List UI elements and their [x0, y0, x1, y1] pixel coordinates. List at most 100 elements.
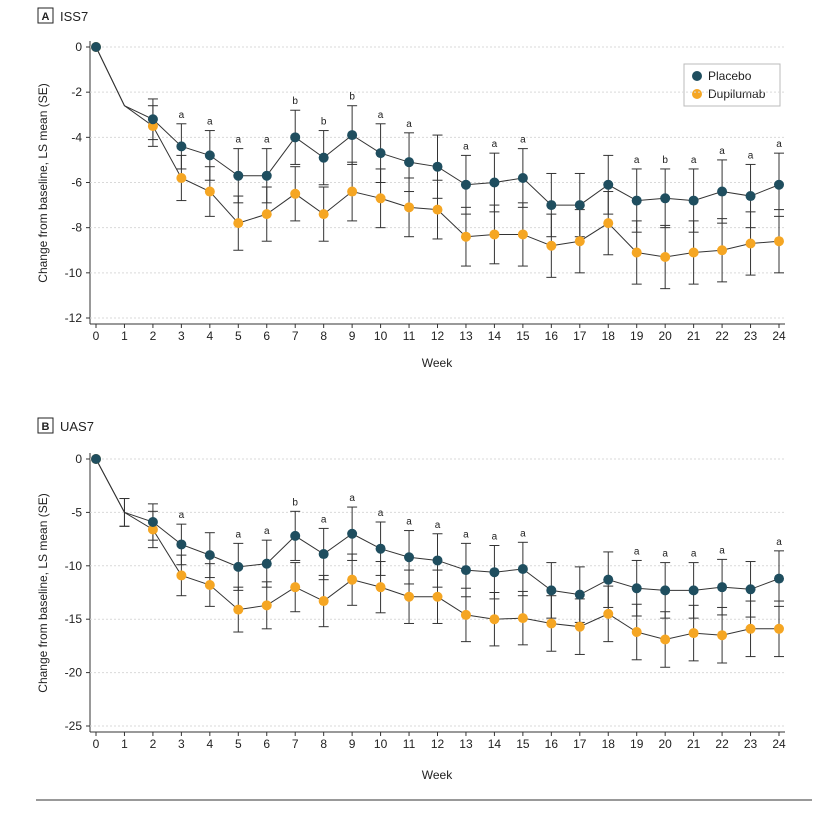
panel-a-placebo-point [774, 179, 784, 190]
panel-b-x-tick-label: 1 [121, 737, 128, 751]
panel-a-ylabel: Change from baseline, LS mean (SE) [36, 83, 50, 282]
panel-b-dupilumab-point [176, 570, 187, 581]
panel-b-x-tick-label: 17 [573, 737, 587, 751]
panel-b-x-tick-label: 12 [431, 737, 445, 751]
panel-b-x-tick-label: 14 [488, 737, 502, 751]
panel-a-y-tick-label: -6 [71, 176, 82, 190]
panel-a-significance-label: a [207, 117, 213, 128]
panel-b-dupilumab-point [717, 630, 728, 641]
panel-a-x-tick-label: 5 [235, 329, 242, 343]
panel-a-significance-label: a [776, 139, 782, 150]
panel-a-x-tick-label: 14 [488, 329, 502, 343]
panel-a-placebo-point [717, 186, 728, 197]
panel-a-dupilumab-point [717, 245, 728, 256]
panel-b-significance-label: a [179, 510, 185, 521]
panel-a-x-tick-label: 1 [121, 329, 128, 343]
panel-b-significance-label: a [435, 520, 441, 531]
panel-b-y-tick-label: -15 [65, 612, 83, 626]
panel-b-header: B UAS7 [37, 417, 94, 434]
panel-b-x-tick-label: 5 [235, 737, 242, 751]
panel-a-dupilumab-point [603, 218, 614, 229]
panel-a-dupilumab-point [347, 186, 358, 197]
panel-b-plot: 0-5-10-15-20-250 1 2 3 4 5 6 7 8 9 10 11 12 13 14 15 16 1… [65, 452, 786, 751]
panel-b-dupilumab-point [517, 613, 528, 624]
legend-box [683, 63, 781, 107]
panel-b-dupilumab-point [660, 634, 671, 645]
panel-b-x-tick-label: 23 [744, 737, 758, 751]
panel-a-x-tick-label: 22 [715, 329, 729, 343]
panel-b-placebo-point [460, 565, 471, 576]
panel-a-dupilumab-point [204, 186, 215, 197]
panel-a-significance-label: a [236, 135, 242, 146]
panel-a-letter-box [37, 7, 54, 24]
panel-b-significance-label: a [492, 532, 498, 543]
panel-b-x-tick-label: 11 [403, 737, 416, 751]
panel-b-placebo-point [204, 550, 215, 561]
panel-b-dupilumab-point [347, 574, 358, 585]
panel-a-placebo-point [688, 195, 699, 206]
panel-b-significance-label: a [264, 526, 270, 537]
panel-b-placebo-point [91, 454, 101, 464]
panel-a-significance-label: a [463, 141, 469, 152]
panel-b-placebo-point [603, 574, 614, 585]
panel-a-significance-label: b [662, 155, 668, 166]
panel-a-x-tick-label: 11 [403, 329, 416, 343]
panel-a-placebo-point [233, 170, 244, 181]
panel-b-placebo-point [631, 583, 642, 594]
panel-b-dupilumab-point [631, 627, 642, 638]
panel-b-placebo-point [574, 589, 585, 600]
panel-a-x-tick-label: 12 [431, 329, 445, 343]
panel-b-significance-label: a [349, 493, 355, 504]
panel-a-header: A ISS7 [37, 7, 88, 24]
panel-a-placebo-point [176, 141, 187, 152]
panel-a-placebo-point [261, 170, 272, 181]
panel-a-placebo-point [375, 148, 386, 159]
panel-a-y-tick-label: -2 [71, 85, 82, 99]
panel-b-x-tick-label: 20 [658, 737, 672, 751]
panel-b-placebo-point [432, 555, 443, 566]
panel-b-placebo-point [261, 558, 272, 569]
panel-a-dupilumab-point [432, 204, 443, 215]
panel-a-x-tick-label: 21 [687, 329, 701, 343]
panel-a-significance-label: b [349, 92, 355, 103]
panel-b-x-tick-label: 8 [320, 737, 327, 751]
panel-a-title: ISS7 [60, 9, 88, 24]
panel-a-legend: Placebo Dupilumab [683, 63, 781, 107]
panel-a-placebo-point [404, 157, 415, 168]
panel-b-dupilumab-point [688, 628, 699, 639]
panel-b-placebo-point [404, 552, 415, 563]
panel-b-title: UAS7 [60, 419, 94, 434]
panel-b-x-tick-label: 22 [715, 737, 729, 751]
panel-b-placebo-point [774, 573, 784, 584]
panel-a-x-tick-label: 6 [263, 329, 270, 343]
panel-b-dupilumab-point [745, 623, 756, 634]
panel-a-plot: 0-2-4-6-8-10-120 1 2 3 4 5 6 7 8 9 10 11 12 13 14 15 16 1… [65, 40, 786, 343]
panel-a-placebo-point [660, 193, 671, 204]
panel-b-y-tick-label: 0 [75, 452, 82, 466]
panel-a-dupilumab-point [688, 247, 699, 258]
panel-b-letter: B [42, 421, 50, 433]
panel-a-placebo-point [318, 152, 329, 163]
panel-b-placebo-point [233, 561, 244, 572]
panel-a-x-tick-label: 4 [206, 329, 213, 343]
panel-a-letter: A [42, 11, 50, 23]
panel-a-placebo-point [147, 114, 158, 125]
panel-a-significance-label: b [321, 117, 327, 128]
panel-b-placebo-point [517, 564, 528, 575]
legend-dupilumab-marker [692, 89, 702, 99]
panel-b-x-tick-label: 18 [602, 737, 616, 751]
panel-a-x-tick-label: 13 [459, 329, 473, 343]
panel-a-significance-label: a [520, 135, 526, 146]
panel-a-significance-label: a [406, 119, 412, 130]
panel-b-placebo-point [147, 517, 158, 528]
panel-b-ylabel: Change from baseline, LS mean (SE) [36, 493, 50, 692]
panel-b-significance-label: a [406, 517, 412, 528]
panel-a-placebo-point [91, 42, 101, 52]
panel-b-placebo-point [318, 549, 329, 560]
panel-b-placebo-point [375, 543, 386, 554]
panel-b-significance-label: a [776, 537, 782, 548]
panel-b-dupilumab-point [204, 580, 215, 591]
panel-b-dupilumab-point [546, 618, 557, 629]
panel-b-significance-label: a [378, 508, 384, 519]
panel-b-placebo-point [176, 539, 187, 550]
